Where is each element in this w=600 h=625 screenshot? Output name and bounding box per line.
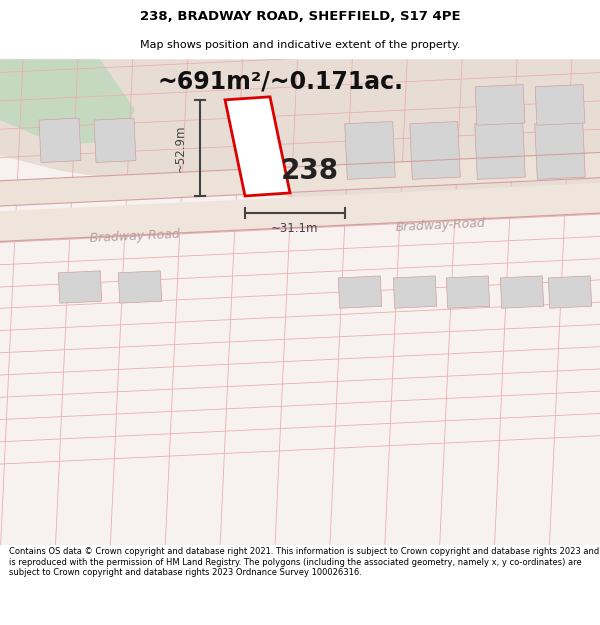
Polygon shape xyxy=(548,276,592,308)
Polygon shape xyxy=(338,276,382,308)
Polygon shape xyxy=(500,276,544,308)
Polygon shape xyxy=(0,182,600,241)
Polygon shape xyxy=(0,152,600,206)
Polygon shape xyxy=(0,59,600,216)
Text: Bradway-Road: Bradway-Road xyxy=(395,217,485,234)
Polygon shape xyxy=(225,97,290,196)
Polygon shape xyxy=(118,271,161,303)
Polygon shape xyxy=(394,276,437,308)
Polygon shape xyxy=(535,121,585,179)
Text: 238: 238 xyxy=(281,157,339,184)
Text: Contains OS data © Crown copyright and database right 2021. This information is : Contains OS data © Crown copyright and d… xyxy=(9,548,599,578)
Polygon shape xyxy=(475,121,525,179)
Text: ~691m²/~0.171ac.: ~691m²/~0.171ac. xyxy=(157,69,403,94)
Polygon shape xyxy=(475,84,525,125)
Polygon shape xyxy=(446,276,490,308)
Polygon shape xyxy=(58,271,101,303)
Polygon shape xyxy=(535,84,585,125)
Text: Bradway Road: Bradway Road xyxy=(89,228,181,245)
Polygon shape xyxy=(345,121,395,179)
Polygon shape xyxy=(39,118,81,162)
Text: ~31.1m: ~31.1m xyxy=(271,222,319,235)
Polygon shape xyxy=(94,118,136,162)
Text: 238, BRADWAY ROAD, SHEFFIELD, S17 4PE: 238, BRADWAY ROAD, SHEFFIELD, S17 4PE xyxy=(140,10,460,23)
Text: Map shows position and indicative extent of the property.: Map shows position and indicative extent… xyxy=(140,39,460,49)
Polygon shape xyxy=(0,59,600,545)
Polygon shape xyxy=(0,59,135,146)
Text: ~52.9m: ~52.9m xyxy=(173,124,187,172)
Polygon shape xyxy=(410,121,460,179)
